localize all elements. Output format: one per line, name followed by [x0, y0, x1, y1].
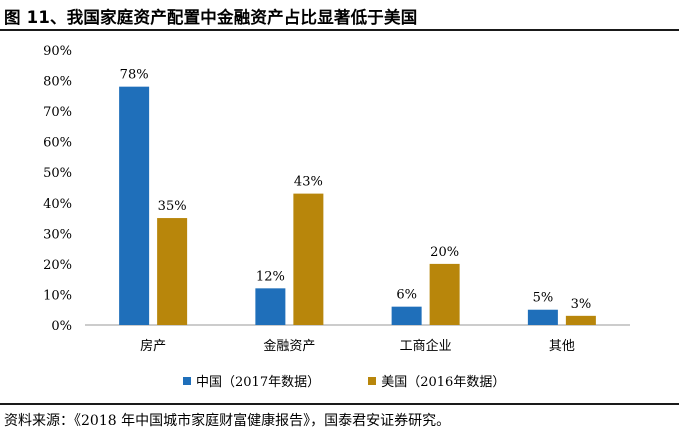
y-tick-label: 30%: [43, 227, 72, 242]
legend-swatch-china: [183, 376, 191, 385]
x-tick-label: 工商企业: [400, 338, 452, 354]
source-note: 资料来源：《2018 年中国城市家庭财富健康报告》，国泰君安证券研究。: [4, 413, 451, 429]
bar-chart: 0% 10% 20% 30% 40% 50% 60% 70% 80% 90% 78% 35% 房产 12%…: [43, 44, 630, 354]
title-bar: 图 11、我国家庭资产配置中金融资产占比显著低于美国: [0, 0, 679, 30]
y-tick-label: 20%: [43, 258, 72, 273]
bar-china: [119, 86, 150, 325]
bar-china: [391, 306, 422, 325]
y-tick-label: 0%: [51, 319, 72, 334]
y-tick-label: 90%: [43, 44, 72, 59]
y-tick-label: 10%: [43, 288, 72, 303]
data-label-usa: 43%: [294, 175, 323, 190]
title-divider: [0, 29, 679, 31]
legend-label-usa: 美国（2016年数据）: [381, 375, 506, 390]
data-label-usa: 35%: [158, 199, 187, 214]
legend-item-china: 中国（2017年数据）: [183, 371, 320, 390]
bar-usa: [157, 218, 188, 325]
data-label-china: 5%: [533, 291, 554, 306]
y-tick-label: 40%: [43, 197, 72, 212]
legend-swatch-usa: [368, 376, 377, 385]
x-tick-label: 其他: [549, 339, 575, 354]
bar-usa: [293, 193, 324, 325]
data-label-usa: 3%: [571, 297, 592, 312]
y-tick-label: 70%: [43, 105, 72, 120]
data-label-china: 78%: [120, 68, 149, 83]
data-label-usa: 20%: [430, 245, 459, 260]
data-label-china: 12%: [256, 269, 285, 284]
bar-china: [255, 288, 286, 325]
chart-title: 图 11、我国家庭资产配置中金融资产占比显著低于美国: [4, 8, 418, 27]
x-tick-label: 房产: [140, 338, 166, 354]
bar-china: [527, 309, 558, 325]
data-label-china: 6%: [396, 288, 417, 303]
bar-usa: [565, 315, 596, 325]
x-tick-label: 金融资产: [263, 338, 315, 354]
footer-divider: [0, 403, 679, 405]
chart-legend: 中国（2017年数据） 美国（2016年数据）: [183, 371, 549, 390]
legend-item-usa: 美国（2016年数据）: [368, 371, 505, 390]
y-tick-label: 60%: [43, 136, 72, 151]
bar-usa: [429, 263, 460, 325]
legend-label-china: 中国（2017年数据）: [196, 375, 321, 390]
y-tick-label: 80%: [43, 75, 72, 90]
y-tick-label: 50%: [43, 166, 72, 181]
